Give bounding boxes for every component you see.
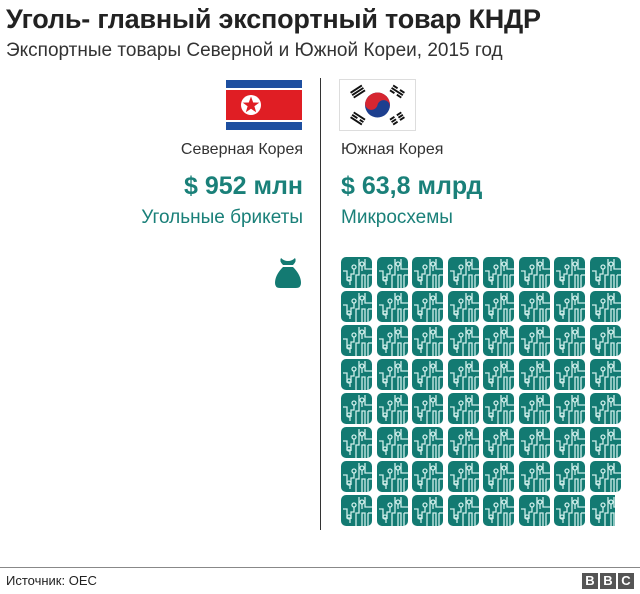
microchip-icon [519,461,550,492]
bbc-logo: B B C [582,573,634,589]
microchip-icon [483,291,514,322]
microchip-icon [377,359,408,390]
microchip-icon [341,461,372,492]
microchip-icon [590,393,621,424]
bbc-logo-b2: B [600,573,616,589]
bbc-logo-b1: B [582,573,598,589]
microchip-icon [412,291,443,322]
footer-divider [0,567,640,568]
microchip-icon [590,495,615,526]
microchip-icon [519,257,550,288]
microchip-icon [483,495,514,526]
microchip-icon [448,257,479,288]
microchip-icon [377,461,408,492]
north-korea-export-value: $ 952 млн [184,172,303,200]
microchip-icon [412,427,443,458]
microchip-icon [554,495,585,526]
microchip-icon [448,291,479,322]
south-korea-export-value: $ 63,8 млрд [341,172,483,200]
source-label: Источник: OEC [6,573,97,588]
microchip-icon [412,325,443,356]
microchip-icon [448,427,479,458]
chart-title: Уголь- главный экспортный товар КНДР [6,4,541,34]
center-divider [320,78,321,530]
microchip-icon [412,257,443,288]
microchip-icon [590,325,621,356]
microchip-icon [412,359,443,390]
microchip-icon [483,461,514,492]
microchip-icon [554,461,585,492]
microchip-icon [519,495,550,526]
microchip-icon [341,291,372,322]
south-korea-flag-icon [339,79,416,131]
microchip-icon [590,359,621,390]
microchip-icon [483,325,514,356]
microchip-icon [519,393,550,424]
microchip-icon [554,427,585,458]
microchip-icon [412,495,443,526]
microchip-icon [341,359,372,390]
microchip-icon [554,291,585,322]
microchip-icon [519,427,550,458]
microchip-icon [483,393,514,424]
microchip-icon [448,359,479,390]
south-korea-product: Микросхемы [341,207,453,228]
microchip-icon [341,325,372,356]
microchip-icon [519,291,550,322]
microchip-icon [483,257,514,288]
chart-subtitle: Экспортные товары Северной и Южной Кореи… [6,40,503,61]
microchip-icon [554,257,585,288]
north-korea-flag-icon [226,80,302,130]
microchip-icon [590,461,621,492]
microchip-icon [341,427,372,458]
microchip-icon [554,359,585,390]
microchip-icon [519,359,550,390]
microchip-icon [448,393,479,424]
microchip-icon [341,393,372,424]
microchip-icon [341,495,372,526]
north-korea-product: Угольные брикеты [141,207,303,228]
microchip-icon [448,461,479,492]
south-korea-label: Южная Корея [341,141,444,158]
microchip-icon [377,393,408,424]
microchip-icon [554,325,585,356]
microchip-icon [377,495,408,526]
microchip-icon [377,427,408,458]
microchip-icon [377,325,408,356]
microchip-icon [590,291,621,322]
microchip-icon [412,393,443,424]
microchip-icon [590,257,621,288]
microchip-icon [412,461,443,492]
microchip-icon [377,291,408,322]
microchip-icon [377,257,408,288]
bbc-logo-c: C [618,573,634,589]
microchip-icon [341,257,372,288]
money-sack-icon [275,258,301,288]
microchip-icon [448,495,479,526]
microchip-icon [590,427,621,458]
microchip-icon [554,393,585,424]
microchip-icon [483,359,514,390]
microchip-icon [448,325,479,356]
north-korea-label: Северная Корея [180,141,303,158]
microchip-icon [519,325,550,356]
microchip-icon [483,427,514,458]
